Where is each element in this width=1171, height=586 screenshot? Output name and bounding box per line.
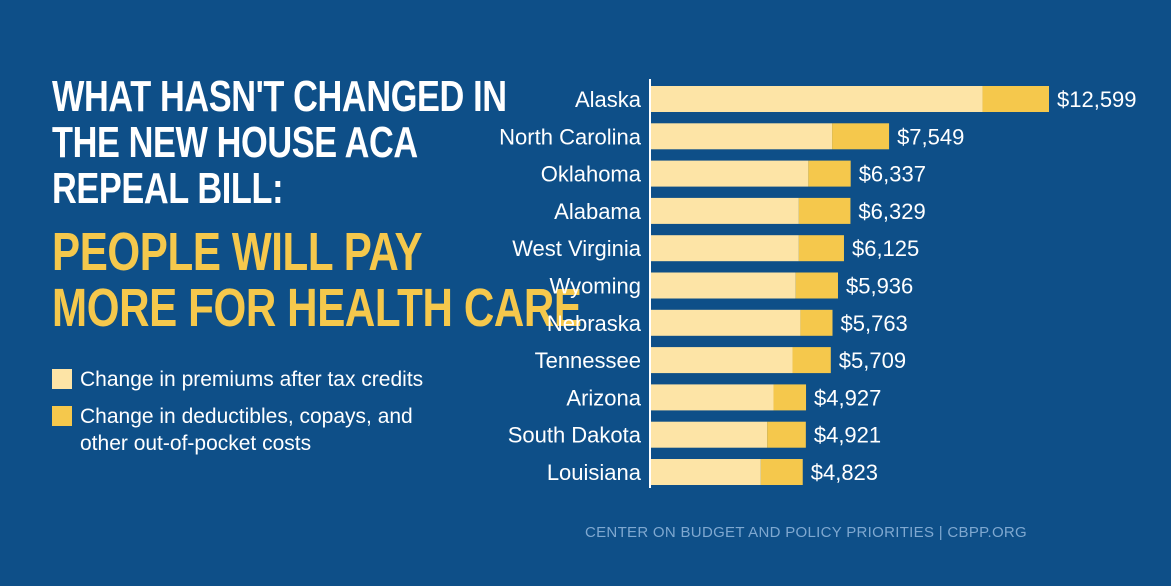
bar-deductibles-arizona [773,384,807,411]
bar-deductibles-louisiana [760,459,803,485]
source-credit: CENTER ON BUDGET AND POLICY PRIORITIES |… [585,524,1028,541]
bar-premiums-tennessee [650,347,793,374]
bar-premiums-louisiana [650,459,761,485]
category-label: North Carolina [499,124,642,149]
bar-premiums-oklahoma [650,160,809,187]
bar-premiums-alaska [650,86,983,112]
legend-label-deductibles: Change in deductibles, copays, and other… [80,405,413,455]
value-label: $6,125 [852,236,919,261]
value-label: $6,337 [859,162,926,187]
bar-deductibles-south-dakota [767,421,806,448]
value-label: $5,936 [846,274,913,299]
headline-line-2: THE NEW HOUSE ACA [52,118,418,167]
bar-deductibles-north-carolina [832,123,890,150]
headline: WHAT HASN'T CHANGED IN THE NEW HOUSE ACA… [52,74,582,337]
value-label: $5,763 [841,311,908,336]
bar-premiums-south-dakota [650,421,768,448]
bar-premiums-west-virginia [650,235,799,262]
value-label: $4,823 [811,460,878,485]
bar-deductibles-west-virginia [798,235,844,262]
category-label: West Virginia [512,236,642,261]
bar-deductibles-oklahoma [808,160,851,187]
bar-premiums-nebraska [650,309,801,336]
category-label: Louisiana [547,460,642,485]
legend-item-premiums: Change in premiums after tax credits [52,366,472,393]
value-label: $6,329 [858,199,925,224]
bar-premiums-alabama [650,197,799,224]
category-label: Nebraska [547,311,642,336]
legend: Change in premiums after tax credits Cha… [52,366,472,467]
legend-item-deductibles: Change in deductibles, copays, and other… [52,403,472,457]
legend-swatch-premiums [52,369,72,389]
value-label: $4,921 [814,423,881,448]
category-label: Oklahoma [541,162,642,187]
category-label: Alaska [575,87,642,112]
legend-swatch-deductibles [52,406,72,426]
bar-deductibles-nebraska [800,309,833,336]
value-label: $7,549 [897,124,964,149]
value-label: $12,599 [1057,87,1137,112]
bar-premiums-arizona [650,384,774,411]
category-label: Wyoming [550,274,642,299]
legend-label-premiums: Change in premiums after tax credits [80,368,424,391]
bar-deductibles-wyoming [795,272,838,299]
category-label: Alabama [554,199,642,224]
value-label: $4,927 [814,385,881,410]
value-label: $5,709 [839,348,906,373]
bar-deductibles-alabama [798,197,851,224]
headline-line-3: REPEAL BILL: [52,164,284,213]
headline-emphasis-1: PEOPLE WILL PAY [52,222,423,282]
bar-deductibles-alaska [982,86,1049,112]
category-label: Arizona [566,385,641,410]
bar-premiums-north-carolina [650,123,833,150]
category-label: Tennessee [535,348,641,373]
bar-premiums-wyoming [650,272,796,299]
category-label: South Dakota [508,423,642,448]
bar-deductibles-tennessee [792,347,831,374]
